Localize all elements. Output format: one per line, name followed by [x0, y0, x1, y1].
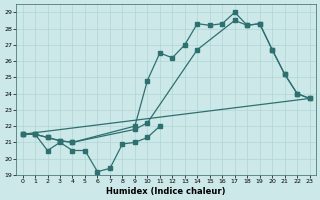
X-axis label: Humidex (Indice chaleur): Humidex (Indice chaleur): [106, 187, 226, 196]
